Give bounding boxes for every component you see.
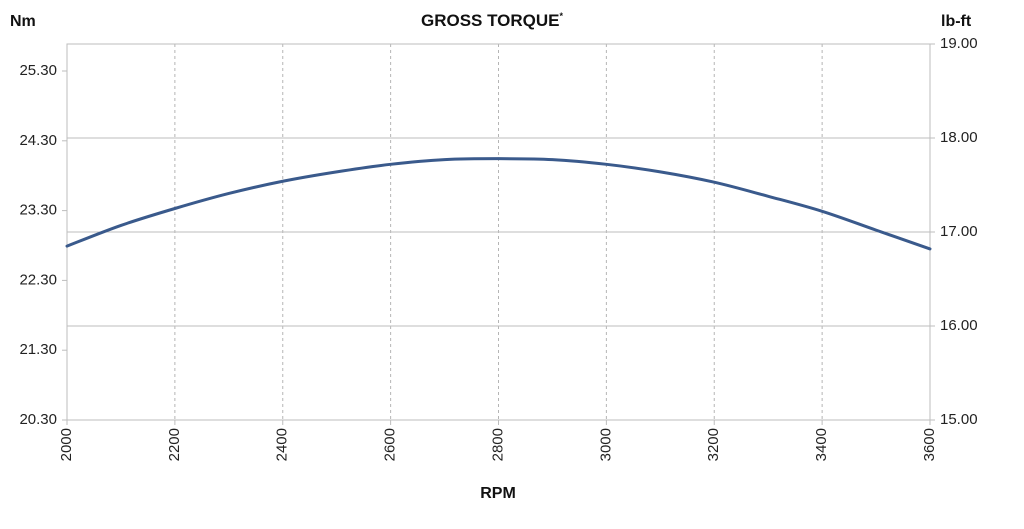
x-tick-label: 3400	[813, 428, 830, 461]
x-tick-label: 2200	[166, 428, 183, 461]
y-right-axis-title: lb-ft	[941, 13, 972, 30]
y-left-tick-label: 20.30	[19, 411, 57, 428]
x-axis-title: RPM	[480, 485, 516, 502]
y-right-tick-label: 16.00	[940, 317, 978, 334]
y-right-tick-label: 17.00	[940, 223, 978, 240]
chart-title-text: GROSS TORQUE	[421, 11, 560, 30]
y-left-tick-label: 24.30	[19, 132, 57, 149]
chart-title-superscript: *	[560, 11, 564, 21]
series-layer	[65, 157, 932, 251]
x-tick-label: 2400	[274, 428, 291, 461]
x-tick-label: 2800	[489, 428, 506, 461]
tick-layer: 2000 2200 2400 2600 2800 3000 3200 3400 360015.0…	[19, 35, 977, 461]
y-right-tick-label: 15.00	[940, 411, 978, 428]
y-left-tick-label: 23.30	[19, 202, 57, 219]
chart-title: GROSS TORQUE*	[421, 11, 564, 30]
torque-series-line	[65, 157, 932, 251]
y-right-tick-label: 19.00	[940, 35, 978, 52]
x-tick-label: 2600	[382, 428, 399, 461]
y-left-tick-label: 21.30	[19, 341, 57, 358]
y-left-tick-label: 25.30	[19, 62, 57, 79]
grid-layer	[67, 44, 930, 420]
y-left-axis-title: Nm	[10, 13, 36, 30]
x-tick-label: 3200	[705, 428, 722, 461]
y-left-tick-label: 22.30	[19, 271, 57, 288]
y-right-tick-label: 18.00	[940, 129, 978, 146]
x-tick-label: 3600	[921, 428, 938, 461]
x-tick-label: 2000	[58, 428, 75, 461]
x-tick-label: 3000	[597, 428, 614, 461]
